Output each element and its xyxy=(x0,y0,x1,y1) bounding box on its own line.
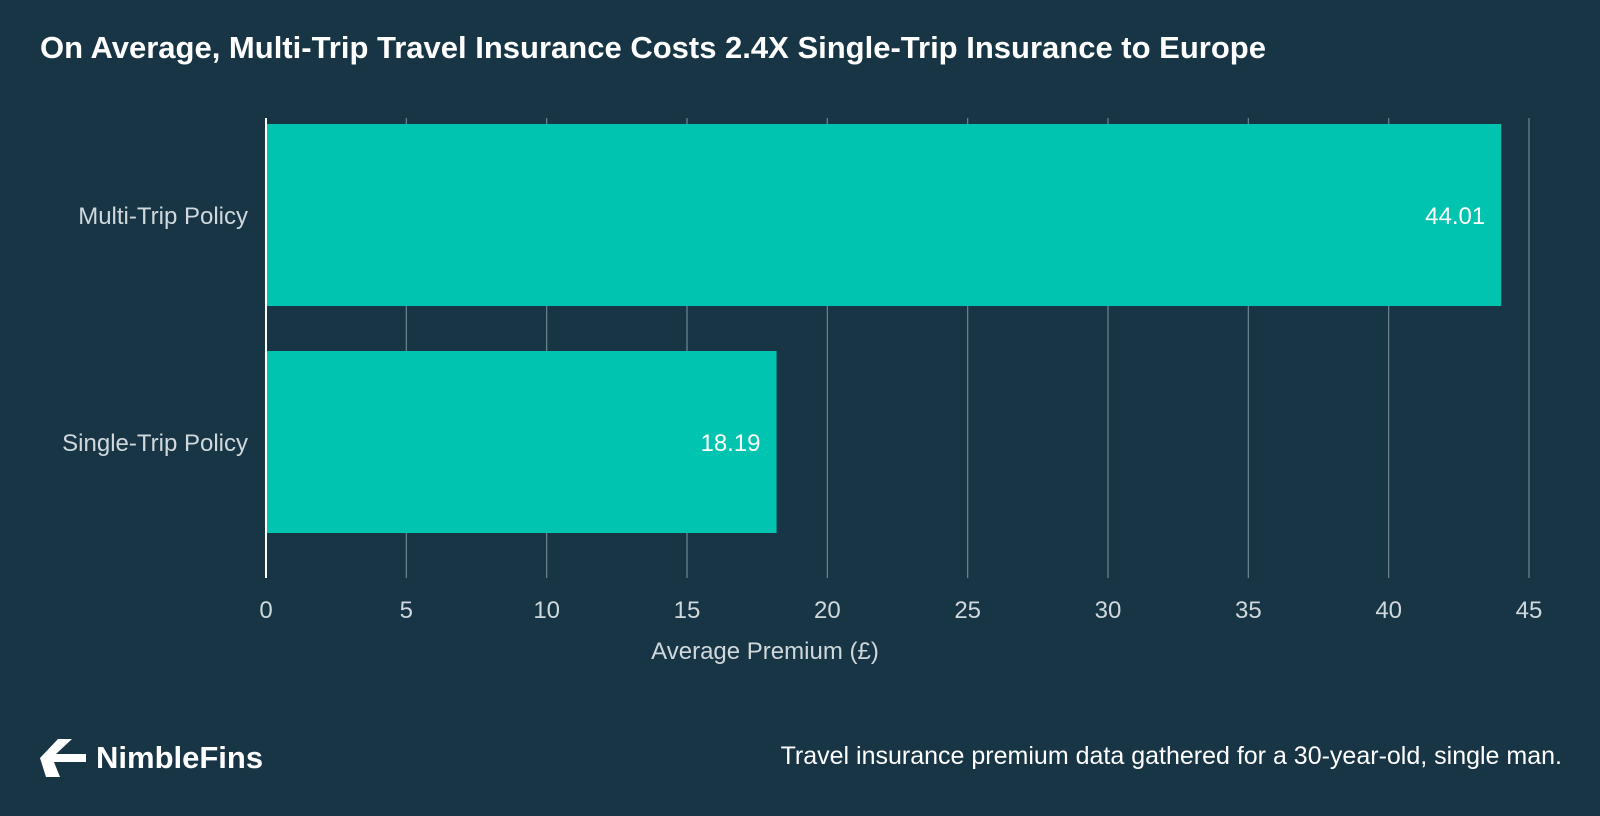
x-tick-label: 0 xyxy=(259,597,272,624)
bar xyxy=(266,124,1502,306)
x-tick-label: 40 xyxy=(1375,597,1402,624)
brand-name: NimbleFins xyxy=(96,740,264,775)
bar xyxy=(266,351,777,533)
x-tick-label: 20 xyxy=(814,597,841,624)
category-label: Single-Trip Policy xyxy=(62,430,248,457)
nimblefins-arrow-icon xyxy=(40,739,86,777)
x-tick-label: 45 xyxy=(1516,597,1543,624)
footnote: Travel insurance premium data gathered f… xyxy=(780,742,1562,770)
value-label: 44.01 xyxy=(1425,203,1485,230)
bar-chart: 0 5 10 15 20 25 30 35 40 45 Multi-Trip Policy 44.01… xyxy=(62,118,1542,665)
x-tick-label: 35 xyxy=(1235,597,1262,624)
x-tick-label: 30 xyxy=(1095,597,1122,624)
x-axis-title: Average Premium (£) xyxy=(651,638,879,665)
chart-title: On Average, Multi-Trip Travel Insurance … xyxy=(40,30,1266,65)
bars xyxy=(266,124,1502,533)
x-tick-label: 5 xyxy=(400,597,413,624)
x-tick-label: 15 xyxy=(674,597,701,624)
category-label: Multi-Trip Policy xyxy=(78,203,248,230)
brand-logo: NimbleFins xyxy=(40,738,263,778)
x-tick-label: 10 xyxy=(533,597,560,624)
labels: 0 5 10 15 20 25 30 35 40 45 Multi-Trip Policy 44.01… xyxy=(62,203,1542,624)
value-label: 18.19 xyxy=(700,430,760,457)
x-tick-label: 25 xyxy=(954,597,981,624)
